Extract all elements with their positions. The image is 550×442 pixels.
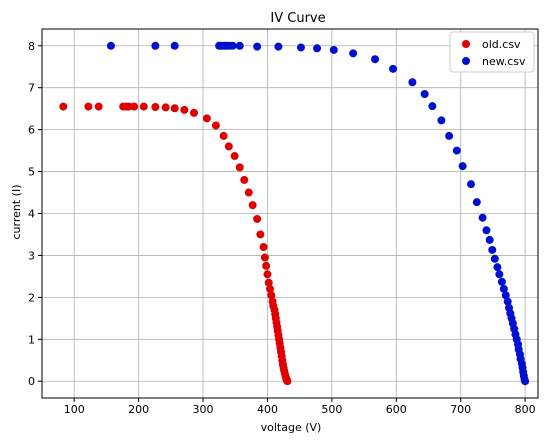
point-series0-17 (230, 152, 239, 161)
y-tick-label-4: 4 (28, 208, 35, 221)
point-series1-17 (389, 64, 398, 73)
point-series1-11 (274, 42, 283, 51)
point-series0-0 (59, 102, 68, 111)
point-series0-23 (256, 230, 265, 239)
point-series1-32 (493, 263, 502, 272)
point-series1-13 (313, 44, 322, 53)
point-series0-28 (264, 278, 273, 287)
point-series1-14 (329, 45, 338, 54)
plot-area-frame (41, 28, 539, 399)
point-series0-15 (219, 131, 228, 140)
point-series1-2 (170, 41, 179, 50)
point-series0-14 (211, 121, 220, 130)
point-series0-6 (130, 102, 139, 111)
point-series1-8 (228, 41, 237, 50)
x-tick-label-2: 300 (193, 403, 214, 416)
point-series1-20 (428, 102, 437, 111)
y-tick-label-5: 5 (28, 166, 35, 179)
y-tick-label-3: 3 (28, 249, 35, 262)
x-tick-label-7: 800 (515, 403, 536, 416)
point-series0-1 (84, 102, 93, 111)
point-series1-34 (497, 277, 506, 286)
point-series0-12 (190, 108, 199, 117)
point-series0-19 (240, 175, 249, 184)
point-series0-11 (180, 105, 189, 114)
point-series0-16 (224, 142, 233, 151)
point-series1-26 (472, 198, 481, 207)
point-series0-7 (139, 102, 148, 111)
point-series1-22 (445, 131, 454, 140)
x-tick-label-0: 100 (64, 403, 85, 416)
y-tick-label-0: 0 (28, 375, 35, 388)
legend-label-new: new.csv (482, 55, 526, 68)
series-old-csv (59, 102, 292, 386)
point-series1-37 (503, 297, 512, 306)
point-series1-12 (296, 43, 305, 52)
legend-marker-old (462, 40, 470, 48)
point-series0-26 (262, 261, 271, 270)
y-tick-label-6: 6 (28, 124, 35, 137)
legend-box (449, 31, 535, 73)
point-series0-29 (266, 284, 275, 293)
point-series1-30 (488, 245, 497, 254)
point-series1-31 (490, 254, 499, 263)
point-series0-21 (248, 201, 257, 210)
x-tick-label-5: 600 (386, 403, 407, 416)
point-series1-21 (437, 116, 446, 125)
point-series1-19 (420, 89, 429, 98)
point-series0-13 (202, 114, 211, 123)
y-axis-label: current (I) (10, 184, 23, 239)
point-series0-22 (253, 214, 262, 223)
x-axis-label: voltage (V) (261, 421, 322, 434)
point-series1-33 (495, 270, 504, 279)
y-tick-label-8: 8 (28, 40, 35, 53)
data-points (59, 41, 530, 386)
series-new-csv (106, 41, 530, 386)
point-series1-15 (349, 49, 358, 58)
point-series0-2 (94, 102, 103, 111)
point-series0-10 (170, 104, 179, 113)
x-axis-ticks: 100 200 300 400 500 600 700 800 (64, 398, 536, 416)
point-series1-28 (482, 226, 491, 235)
x-tick-label-1: 200 (128, 403, 149, 416)
point-series1-10 (253, 42, 262, 51)
legend: old.csv new.csv (449, 31, 535, 73)
point-series1-18 (408, 78, 417, 87)
point-series1-54 (521, 377, 530, 386)
point-series0-20 (244, 188, 253, 197)
point-series1-35 (499, 284, 508, 293)
point-series0-30 (267, 291, 276, 300)
legend-marker-new (462, 57, 470, 65)
y-tick-label-2: 2 (28, 291, 35, 304)
legend-label-old: old.csv (482, 38, 521, 51)
point-series1-24 (458, 162, 467, 171)
point-series1-1 (151, 41, 160, 50)
grid-lines (42, 29, 538, 398)
point-series0-27 (263, 270, 272, 279)
point-series1-36 (501, 291, 510, 300)
point-series0-24 (259, 243, 268, 252)
point-series1-16 (371, 55, 380, 64)
x-tick-label-6: 700 (450, 403, 471, 416)
point-series1-9 (235, 41, 244, 50)
point-series1-23 (452, 146, 461, 155)
point-series0-18 (235, 163, 244, 172)
x-tick-label-4: 500 (321, 403, 342, 416)
chart-title: IV Curve (270, 11, 325, 26)
y-tick-label-7: 7 (28, 82, 35, 95)
y-axis-ticks: 0 1 2 3 4 5 6 7 8 (28, 40, 42, 388)
y-tick-label-1: 1 (28, 333, 35, 346)
point-series1-29 (485, 235, 494, 244)
point-series1-27 (478, 213, 487, 222)
point-series1-0 (106, 41, 115, 50)
point-series0-53 (283, 377, 292, 386)
point-series1-25 (467, 180, 476, 189)
point-series0-8 (151, 102, 160, 111)
point-series0-9 (161, 103, 170, 112)
point-series0-25 (260, 253, 269, 262)
x-tick-label-3: 400 (257, 403, 278, 416)
